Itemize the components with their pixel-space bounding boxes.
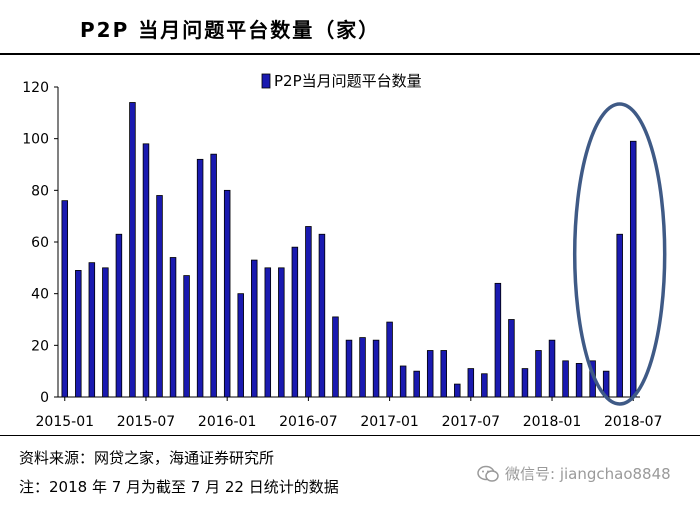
watermark-label: 微信号: jiangchao8848 — [505, 465, 671, 483]
bar-2016-08 — [318, 233, 326, 398]
bar-2018-02 — [562, 360, 569, 398]
bar-2017-08 — [481, 373, 488, 398]
legend-swatch — [261, 73, 271, 89]
x-tick-label: 2017-01 — [360, 414, 419, 430]
title-divider — [0, 53, 700, 55]
bar-2017-04 — [426, 350, 434, 398]
y-tick-label: 20 — [31, 338, 49, 354]
bar-2015-11 — [196, 158, 204, 398]
bar-2015-02 — [75, 270, 82, 398]
bar-2016-11 — [359, 337, 366, 398]
bar-2016-10 — [345, 339, 353, 398]
page-title: P2P 当月问题平台数量（家） — [80, 18, 381, 42]
bar-2017-07 — [467, 368, 475, 398]
y-tick-label: 100 — [22, 132, 49, 148]
source-text: 资料来源：网贷之家，海通证券研究所 — [19, 449, 275, 467]
bar-2016-09 — [332, 316, 339, 398]
y-tick-label: 80 — [31, 183, 49, 199]
bar-2017-10 — [508, 319, 515, 398]
bar-2016-02 — [237, 293, 244, 398]
title-bar: P2P 当月问题平台数量（家） — [0, 0, 700, 60]
bar-2015-12 — [210, 153, 217, 398]
x-tick-label: 2017-07 — [442, 414, 501, 430]
bar-2016-06 — [291, 246, 299, 398]
bar-chart: 0 20 40 60 80 100 120 2015-01 2015-07 2016-01 2016… — [22, 72, 667, 430]
bar-2017-12 — [535, 350, 542, 398]
bar-2017-02 — [399, 365, 407, 398]
bar-2015-10 — [183, 275, 190, 398]
bar-2017-06 — [454, 383, 461, 398]
note-text: 注：2018 年 7 月为截至 7 月 22 日统计的数据 — [19, 478, 339, 496]
legend-label: P2P当月问题平台数量 — [274, 72, 422, 90]
y-tick-label: 40 — [31, 287, 49, 303]
y-tick-label: 120 — [22, 80, 49, 96]
bar-2016-12 — [372, 339, 380, 398]
bar-2015-09 — [169, 257, 177, 398]
wechat-watermark: 微信号: jiangchao8848 — [477, 463, 671, 484]
bar-2015-04 — [102, 267, 109, 398]
x-tick-label: 2015-07 — [117, 414, 176, 430]
bar-2017-01 — [386, 321, 393, 398]
x-tick-label: 2016-07 — [279, 414, 338, 430]
y-tick-label: 60 — [31, 235, 49, 251]
bar-2017-05 — [440, 350, 447, 398]
bar-2018-03 — [575, 363, 583, 398]
bar-2015-05 — [115, 233, 123, 398]
bar-2015-01 — [61, 200, 69, 398]
bar-2015-03 — [88, 262, 96, 398]
x-tick-label: 2018-01 — [523, 414, 582, 430]
bar-2018-07 — [629, 140, 637, 398]
bar-2018-01 — [548, 339, 556, 398]
x-tick-label: 2016-01 — [198, 414, 257, 430]
bar-2016-01 — [223, 189, 231, 398]
bottom-divider — [0, 435, 700, 436]
highlight-ellipse — [572, 102, 667, 406]
bar-2018-06 — [616, 233, 623, 398]
bar-2016-05 — [278, 267, 285, 398]
bar-2015-06 — [129, 102, 136, 398]
bar-2016-04 — [264, 267, 272, 398]
wechat-icon — [477, 465, 499, 482]
y-tick-label: 0 — [40, 390, 49, 406]
x-tick-label: 2018-07 — [604, 414, 663, 430]
bar-2016-07 — [305, 226, 312, 398]
bar-2017-11 — [521, 368, 529, 398]
x-tick-label: 2015-01 — [36, 414, 95, 430]
bar-2015-08 — [156, 195, 163, 398]
bar-2017-09 — [494, 282, 502, 398]
bar-2016-03 — [251, 259, 258, 398]
bar-2015-07 — [142, 143, 150, 398]
bar-2017-03 — [413, 370, 420, 398]
